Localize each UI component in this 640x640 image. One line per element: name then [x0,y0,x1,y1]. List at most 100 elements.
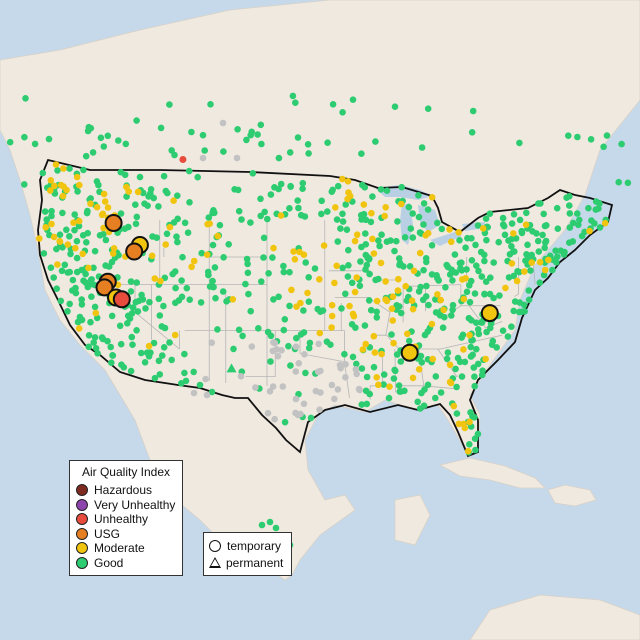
no-data-station [315,340,323,348]
good-station [76,313,84,321]
moderate-station [328,301,336,309]
moderate-station [351,288,359,296]
good-station [466,298,474,306]
moderate-station [541,266,549,274]
temporary-monitor-marker [95,278,114,297]
moderate-station [464,447,472,455]
good-station [467,409,474,416]
moderate-station [450,402,458,410]
good-station [181,219,189,227]
good-station [478,371,486,379]
legend-item-temporary: temporary [204,537,291,554]
good-station [449,277,456,284]
good-station [85,332,93,339]
moderate-station [446,226,453,233]
good-station [136,173,144,181]
good-station [126,315,134,322]
good-station [516,216,524,224]
good-station [395,255,403,262]
moderate-swatch [76,542,88,555]
good-station [22,95,29,102]
moderate-station [166,223,174,231]
moderate-station [60,165,67,172]
good-station [458,259,465,267]
moderate-station [440,306,447,314]
good-station [475,330,483,338]
moderate-station [390,339,397,347]
good-station [286,302,293,310]
moderate-station [389,317,397,324]
good-station [468,129,476,136]
good-station [552,247,559,254]
good-station [508,220,516,227]
good-station [94,350,101,357]
good-station [401,234,409,241]
good-station [248,128,255,136]
good-station [549,256,557,264]
good-station [536,279,544,287]
good-station [377,186,385,193]
good-station [574,210,581,217]
good-station [341,350,348,358]
good-station [542,239,549,246]
good-station [314,305,322,313]
good-station [478,273,486,280]
good-station [302,259,310,266]
good-station [338,305,345,312]
yucatan-landmass [394,494,431,546]
good-station [127,288,135,295]
good-station [211,209,218,217]
good-station [141,359,149,366]
good-station [145,353,153,360]
legend-label-hazardous: Hazardous [94,483,153,498]
good-station [557,247,565,254]
good-station [495,238,503,246]
good-station [390,375,398,382]
moderate-station [510,230,517,237]
good-station [569,219,577,227]
moderate-station [54,261,61,268]
good-station [133,279,140,286]
moderate-station [75,217,83,225]
good-station [83,239,90,246]
no-data-station [301,351,308,358]
good-station [127,278,135,285]
no-data-station [271,415,278,423]
good-station [147,190,154,197]
good-station [244,260,251,268]
good-station [258,140,265,148]
legend-label-moderate: Moderate [94,541,145,556]
good-station [418,144,426,151]
good-station [362,266,369,273]
good-station [324,139,331,146]
no-data-station [279,383,287,390]
moderate-station [48,220,55,228]
good-station [219,288,227,295]
good-station [375,237,382,244]
good-station [393,237,400,245]
moderate-station [110,245,118,252]
good-station [289,92,297,100]
good-station [487,274,494,282]
moderate-station [206,220,213,227]
moderate-station [536,258,544,266]
good-station [342,201,350,208]
good-station [565,132,572,139]
good-station [129,304,137,311]
no-data-station [292,368,300,375]
good-station [592,206,600,213]
good-station [247,307,254,315]
moderate-station [359,346,367,353]
moderate-station [47,177,55,184]
good-station [448,266,456,274]
good-station [367,306,375,314]
good-station [66,165,73,172]
good-station [71,211,78,218]
good-station [473,262,480,270]
monitor-type-legend: temporary permanent [203,532,292,576]
no-data-station [294,411,302,419]
good-station [591,220,598,227]
moderate-station [395,275,402,283]
moderate-station [333,262,341,270]
good-station [80,166,87,174]
